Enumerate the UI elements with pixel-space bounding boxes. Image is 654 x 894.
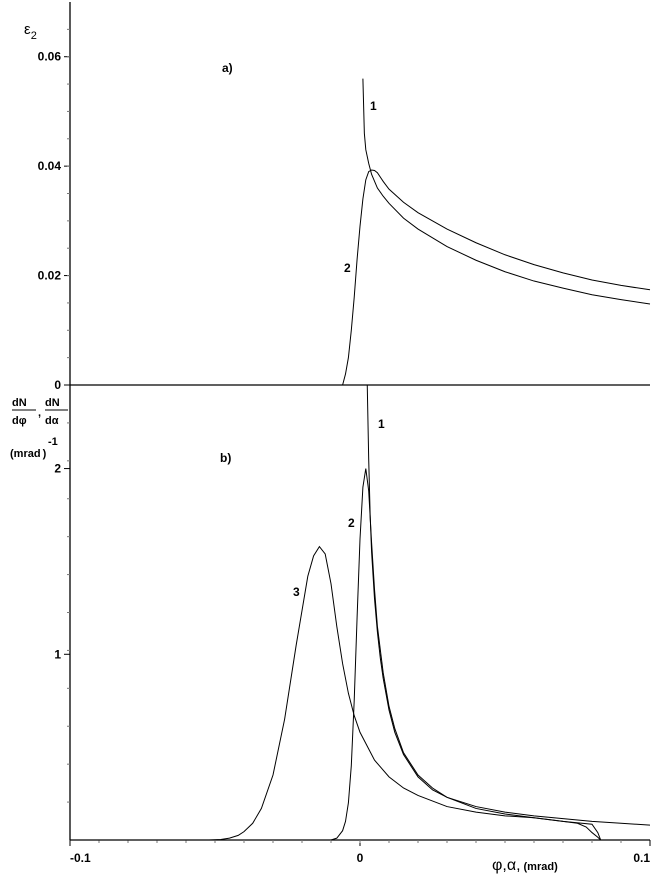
ylabel-comma: , [38,407,41,419]
panel-b-ylabel: dN dφ , dN dα -1 (mrad) [10,397,68,460]
panel-b-curve-label-3: 3 [293,585,300,599]
panel-b-curve-2 [330,468,602,841]
ylabel-unit-close: ) [43,448,47,460]
xtick-label: 0 [357,851,364,865]
panel-b-curve-label-2: 2 [348,516,355,530]
panel-a-curve-label-2: 2 [344,261,351,275]
panel-b-ytick-label: 1 [54,647,61,661]
ylabel-unit-text: (mrad [10,448,41,460]
panel-b-curve-3 [70,545,602,841]
ylabel-dn-1: dN [12,397,27,409]
panel-a-curve-2 [342,169,651,386]
panel-a-ytick-label: 0.02 [38,269,62,283]
panel-a-ytick-label: 0 [54,378,61,392]
xtick-label: -0.1 [70,851,91,865]
ylabel-dphi: dφ [12,415,27,427]
x-axis-label-main: φ,α, [492,857,521,874]
x-axis-label: φ,α, (mrad) [492,857,558,874]
panel-a-ytick-label: 0.06 [38,50,62,64]
panel-a-label: a) [222,61,233,75]
ylabel-dn-2: dN [45,397,60,409]
panel-b-ytick-label: 2 [54,462,61,476]
ticks-layer: 0 0.02 0.04 0.06 1 2 -0.1 0 0.1 [38,28,651,865]
panel-b-curve-label-1: 1 [378,417,385,431]
panel-a-curve-1 [362,78,651,305]
panel-a-ylabel-sub: 2 [31,30,37,42]
panel-a-ylabel: ε2 [24,21,37,42]
x-axis-label-unit: (mrad) [524,861,559,873]
ylabel-unit: (mrad) [10,448,47,460]
panel-b-label: b) [220,451,231,465]
ylabel-dalpha: dα [45,415,59,427]
panel-b-curve-1 [366,384,651,826]
xtick-label: 0.1 [633,851,650,865]
panel-a-ytick-label: 0.04 [38,159,62,173]
panel-a-curve-label-1: 1 [370,99,377,113]
ylabel-exponent: -1 [48,436,58,448]
panel-a-ylabel-main: ε [24,21,31,38]
curves-layer [70,78,651,841]
